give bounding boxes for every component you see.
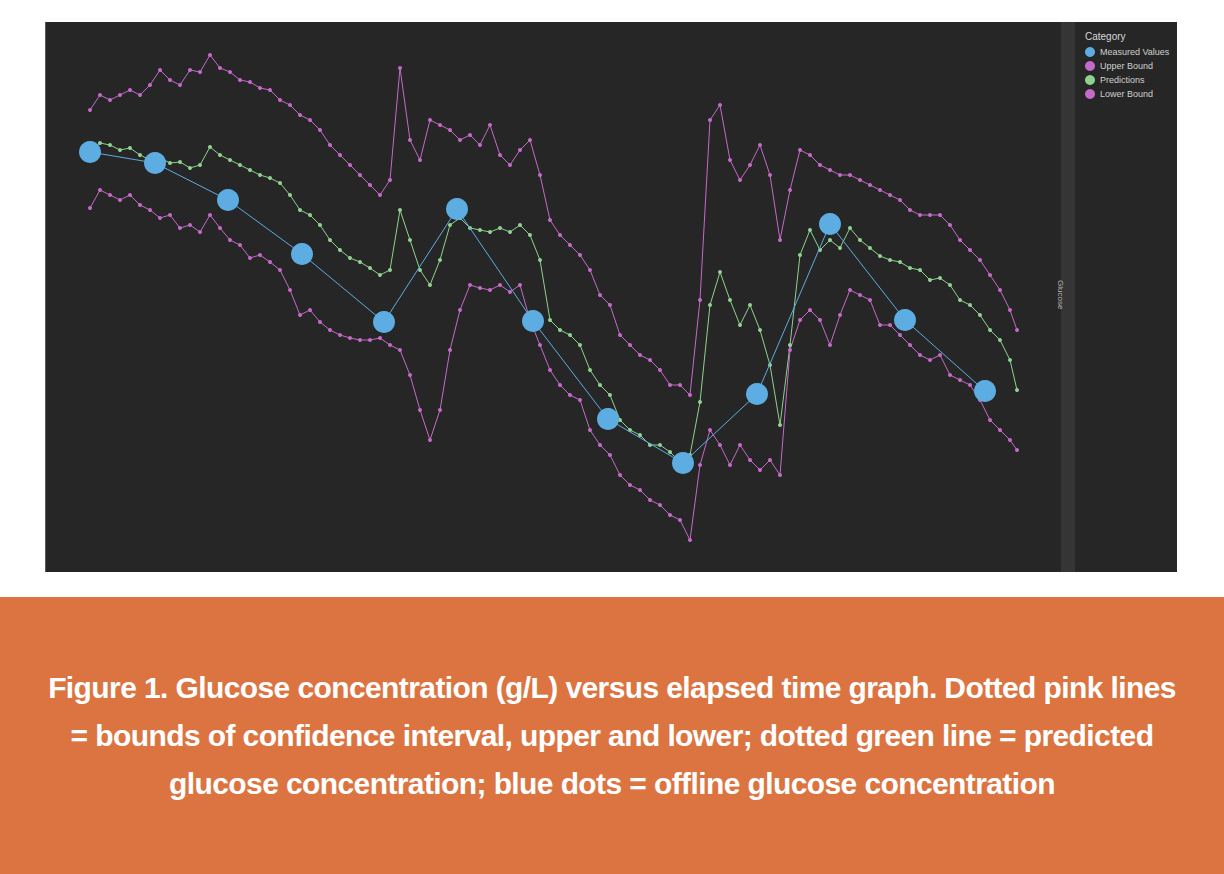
svg-text:Upper Bound: Upper Bound [1100, 61, 1153, 71]
html-text:Figure 1. Glucose concentratio: Figure 1. Glucose concentration (g/L) ve… [48, 670, 1176, 800]
svg-text:Lower Bound: Lower Bound [1100, 89, 1153, 99]
svg-text:Glucose: Glucose [1056, 280, 1065, 310]
svg-text:Measured Values: Measured Values [1100, 47, 1170, 57]
svg-text:Category: Category [1085, 31, 1126, 42]
svg-text:Predictions: Predictions [1100, 75, 1145, 85]
